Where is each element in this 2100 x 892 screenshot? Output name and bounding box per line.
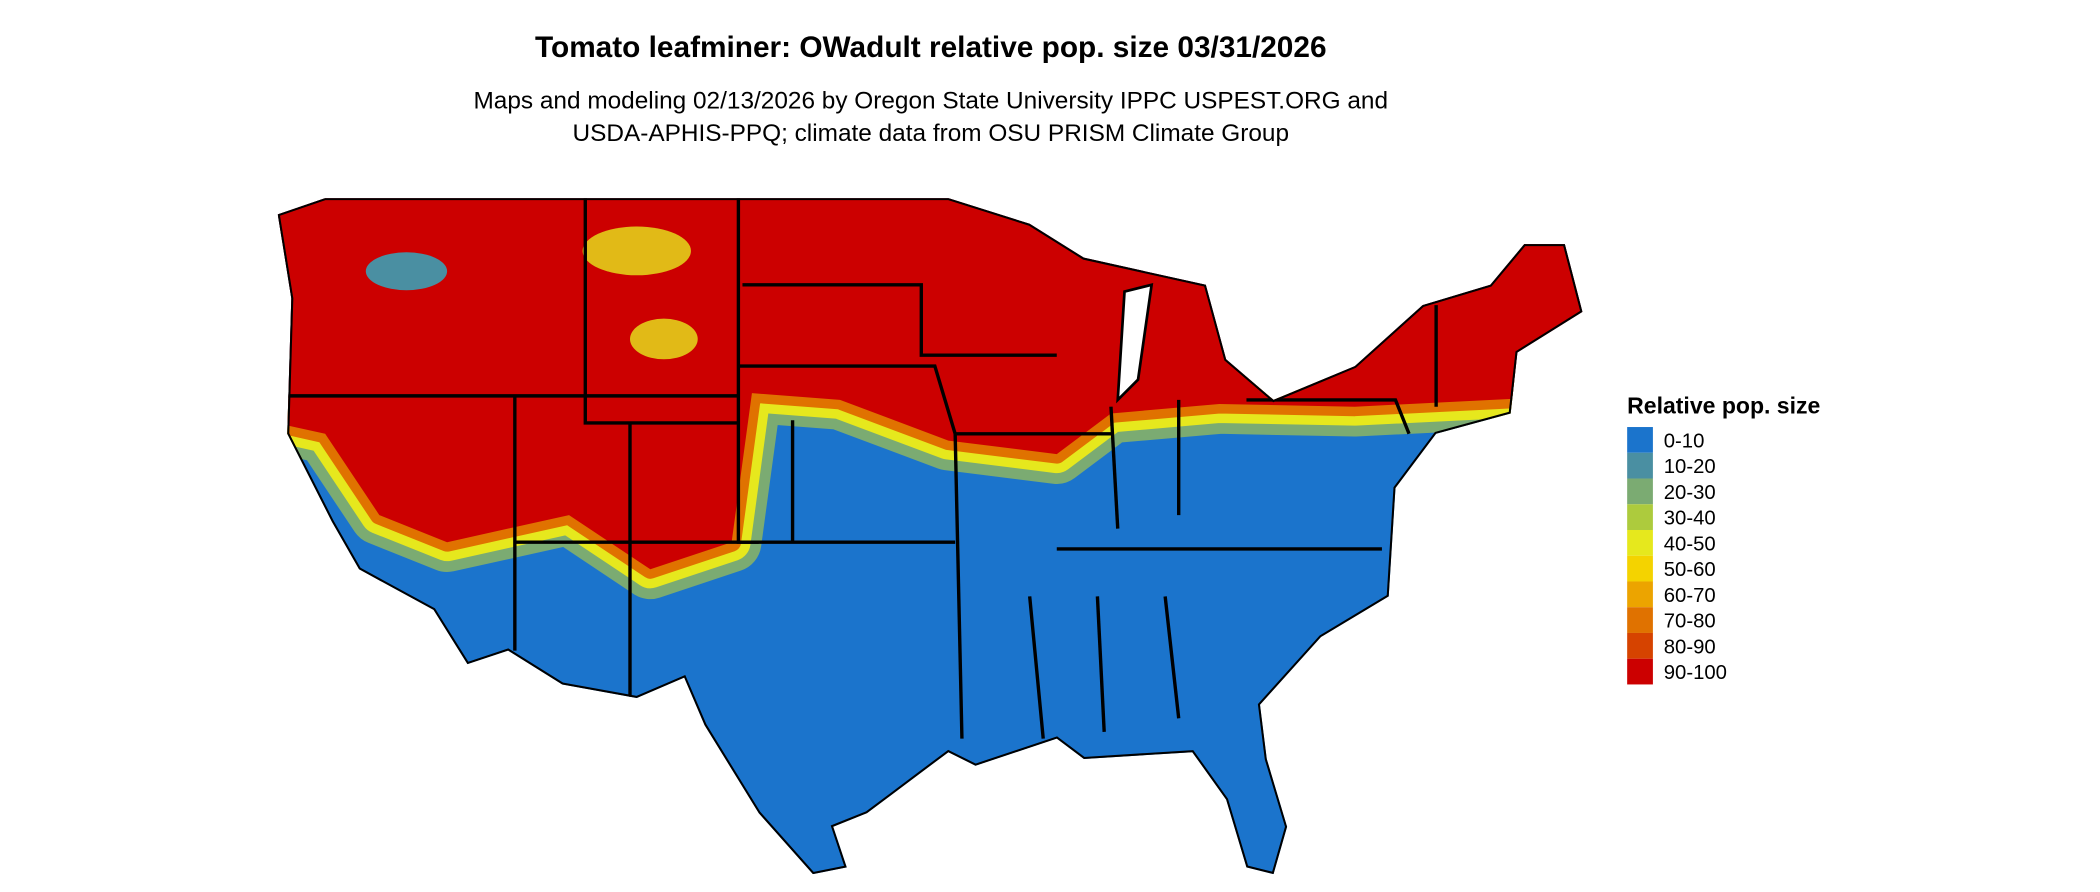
legend-swatch (1627, 658, 1653, 685)
legend-label: 30-40 (1664, 508, 1716, 530)
legend-label: 50-60 (1664, 559, 1716, 581)
legend-title: Relative pop. size (1627, 392, 1820, 418)
legend-label: 90-100 (1664, 662, 1727, 684)
map-title: Tomato leafminer: OWadult relative pop. … (535, 31, 1327, 64)
subtitle-line: USDA-APHIS-PPQ; climate data from OSU PR… (573, 120, 1290, 147)
legend: Relative pop. size 0-10 10-20 20-30 30-40 40… (1627, 392, 1820, 685)
legend-swatch (1627, 452, 1653, 479)
legend-label: 80-90 (1664, 636, 1716, 658)
legend-swatch (1627, 607, 1653, 633)
legend-swatch (1627, 530, 1653, 556)
legend-swatch (1627, 427, 1653, 453)
legend-label: 0-10 (1664, 430, 1705, 452)
legend-label: 20-30 (1664, 482, 1716, 504)
legend-label: 10-20 (1664, 456, 1716, 478)
legend-swatch (1627, 504, 1653, 530)
legend-label: 60-70 (1664, 585, 1716, 607)
legend-swatch (1627, 478, 1653, 505)
legend-swatch (1627, 555, 1653, 582)
legend-label: 40-50 (1664, 533, 1716, 555)
subtitle-line: Maps and modeling 02/13/2026 by Oregon S… (474, 88, 1389, 115)
map-area (277, 198, 1583, 875)
legend-swatch (1627, 632, 1653, 659)
legend-swatch (1627, 581, 1653, 608)
legend-label: 70-80 (1664, 611, 1716, 633)
